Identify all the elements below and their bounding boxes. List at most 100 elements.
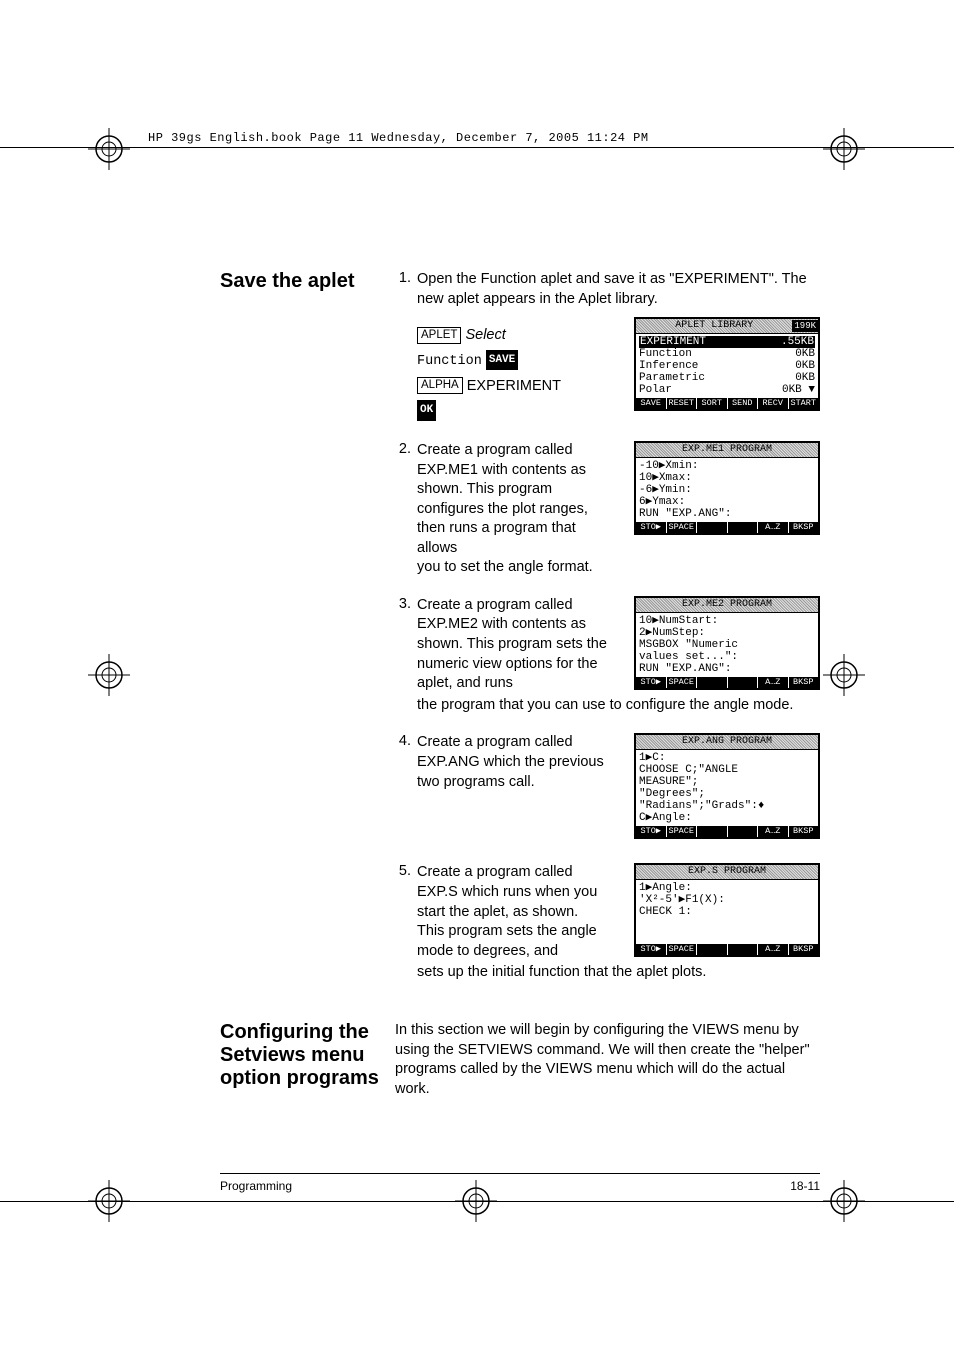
alpha-key: ALPHA <box>417 377 463 394</box>
lcd-aplet-library: APLET LIBRARY 199K EXPERIMENT.55KBFunctio… <box>634 317 820 411</box>
lcd-line <box>639 918 815 930</box>
lcd-softkey: A…Z <box>758 826 789 837</box>
lcd-line: 'X²-5'▶F1(X): <box>639 894 815 906</box>
lcd-row: Inference0KB <box>639 360 815 372</box>
section-heading-save: Save the aplet <box>220 270 395 293</box>
lcd-line: -6▶Ymin: <box>639 484 815 496</box>
lcd-softkey: SPACE <box>667 826 698 837</box>
experiment-text: EXPERIMENT <box>467 378 561 394</box>
step3-text2: the program that you can use to configur… <box>417 696 820 716</box>
lcd-softkey: SEND <box>728 398 759 409</box>
lcd-softkey: A…Z <box>758 522 789 533</box>
lcd-line: C▶Angle: <box>639 812 815 824</box>
lcd-softkey <box>697 677 728 688</box>
lcd-line <box>639 930 815 942</box>
lcd-softkey: STO▶ <box>636 522 667 533</box>
lcd-softkey <box>728 826 759 837</box>
lcd-line: values set...": <box>639 651 815 663</box>
lcd-line: -10▶Xmin: <box>639 460 815 472</box>
lcd-title: EXP.ME1 PROGRAM <box>636 443 818 458</box>
rule-top <box>0 147 954 148</box>
lcd-softkey: RECV <box>758 398 789 409</box>
section-heading-configuring: Configuring the Setviews menu option pro… <box>220 1021 395 1090</box>
lcd-line: 10▶NumStart: <box>639 615 815 627</box>
lcd-line: 1▶C: <box>639 752 815 764</box>
section2-text: In this section we will begin by configu… <box>395 1021 820 1099</box>
lcd-row: Parametric0KB <box>639 372 815 384</box>
select-label: Select <box>465 327 505 343</box>
lcd-exp-me1: EXP.ME1 PROGRAM -10▶Xmin:10▶Xmax:-6▶Ymin… <box>634 441 820 535</box>
function-text: Function <box>417 354 482 369</box>
lcd-title: APLET LIBRARY <box>675 320 753 331</box>
lcd-line: 2▶NumStep: <box>639 627 815 639</box>
step1-text: Open the Function aplet and save it as "… <box>417 270 820 309</box>
page-header-text: HP 39gs English.book Page 11 Wednesday, … <box>148 131 649 145</box>
step-number: 4. <box>395 733 417 845</box>
rule-bottom <box>0 1201 954 1202</box>
lcd-softkey <box>697 522 728 533</box>
lcd-line: CHOOSE C;"ANGLE <box>639 764 815 776</box>
lcd-softkey: SPACE <box>667 677 698 688</box>
lcd-row: Function0KB <box>639 348 815 360</box>
lcd-softkey: STO▶ <box>636 826 667 837</box>
step-number: 1. <box>395 270 417 423</box>
reg-mark-mid-right <box>823 654 865 696</box>
lcd-softkey: START <box>789 398 819 409</box>
lcd-softkey: A…Z <box>758 944 789 955</box>
step3-text1: Create a program called EXP.ME2 with con… <box>417 596 607 694</box>
lcd-row: EXPERIMENT.55KB <box>639 336 815 348</box>
step5-text2: sets up the initial function that the ap… <box>417 963 820 983</box>
lcd-softkey: A…Z <box>758 677 789 688</box>
lcd-softkey <box>728 522 759 533</box>
aplet-key: APLET <box>417 327 461 344</box>
lcd-softkey <box>697 826 728 837</box>
lcd-softkey: BKSP <box>789 826 819 837</box>
reg-mark-top-right <box>823 128 865 170</box>
lcd-line: CHECK 1: <box>639 906 815 918</box>
lcd-line: "Degrees"; <box>639 788 815 800</box>
lcd-line: MSGBOX "Numeric <box>639 639 815 651</box>
lcd-line: 6▶Ymax: <box>639 496 815 508</box>
save-softkey: SAVE <box>486 350 518 371</box>
lcd-exp-ang: EXP.ANG PROGRAM 1▶C:CHOOSE C;"ANGLEMEASU… <box>634 733 820 839</box>
lcd-softkey: BKSP <box>789 677 819 688</box>
lcd-row: Polar0KB ▼ <box>639 384 815 396</box>
step1-input-block: APLET Select Function SAVE ALPHA EXPERIM… <box>417 323 634 423</box>
footer-left: Programming <box>220 1179 292 1193</box>
step4-text: Create a program called EXP.ANG which th… <box>417 733 607 792</box>
lcd-softkey: STO▶ <box>636 944 667 955</box>
lcd-title: EXP.ME2 PROGRAM <box>636 598 818 613</box>
lcd-line: 1▶Angle: <box>639 882 815 894</box>
lcd-softkey <box>728 677 759 688</box>
lcd-softkey: BKSP <box>789 522 819 533</box>
reg-mark-mid-left <box>88 654 130 696</box>
lcd-softkey: SPACE <box>667 522 698 533</box>
lcd-line: MEASURE"; <box>639 776 815 788</box>
lcd-softkey <box>728 944 759 955</box>
lcd-exp-me2: EXP.ME2 PROGRAM 10▶NumStart:2▶NumStep:MS… <box>634 596 820 690</box>
step2-text2: you to set the angle format. <box>417 558 820 578</box>
reg-mark-top-left <box>88 128 130 170</box>
step-number: 2. <box>395 441 417 578</box>
lcd-line: "Radians";"Grads":♦ <box>639 800 815 812</box>
lcd-title: EXP.S PROGRAM <box>636 865 818 880</box>
lcd-softkey: SAVE <box>636 398 667 409</box>
step5-text1: Create a program called EXP.S which runs… <box>417 863 607 961</box>
lcd-softkey: BKSP <box>789 944 819 955</box>
step-number: 5. <box>395 863 417 983</box>
lcd-softkey: STO▶ <box>636 677 667 688</box>
lcd-title: EXP.ANG PROGRAM <box>636 735 818 750</box>
lcd-softkey <box>697 944 728 955</box>
lcd-line: 10▶Xmax: <box>639 472 815 484</box>
lcd-softkey: SORT <box>697 398 728 409</box>
lcd-mem: 199K <box>792 320 818 332</box>
step2-text1: Create a program called EXP.ME1 with con… <box>417 441 607 558</box>
footer-right: 18-11 <box>790 1179 820 1193</box>
lcd-line: RUN "EXP.ANG": <box>639 663 815 675</box>
lcd-line: RUN "EXP.ANG": <box>639 508 815 520</box>
lcd-softkey: SPACE <box>667 944 698 955</box>
ok-softkey: OK <box>417 400 436 421</box>
lcd-softkey: RESET <box>667 398 698 409</box>
step-number: 3. <box>395 596 417 716</box>
lcd-exp-s: EXP.S PROGRAM 1▶Angle:'X²-5'▶F1(X):CHECK… <box>634 863 820 957</box>
